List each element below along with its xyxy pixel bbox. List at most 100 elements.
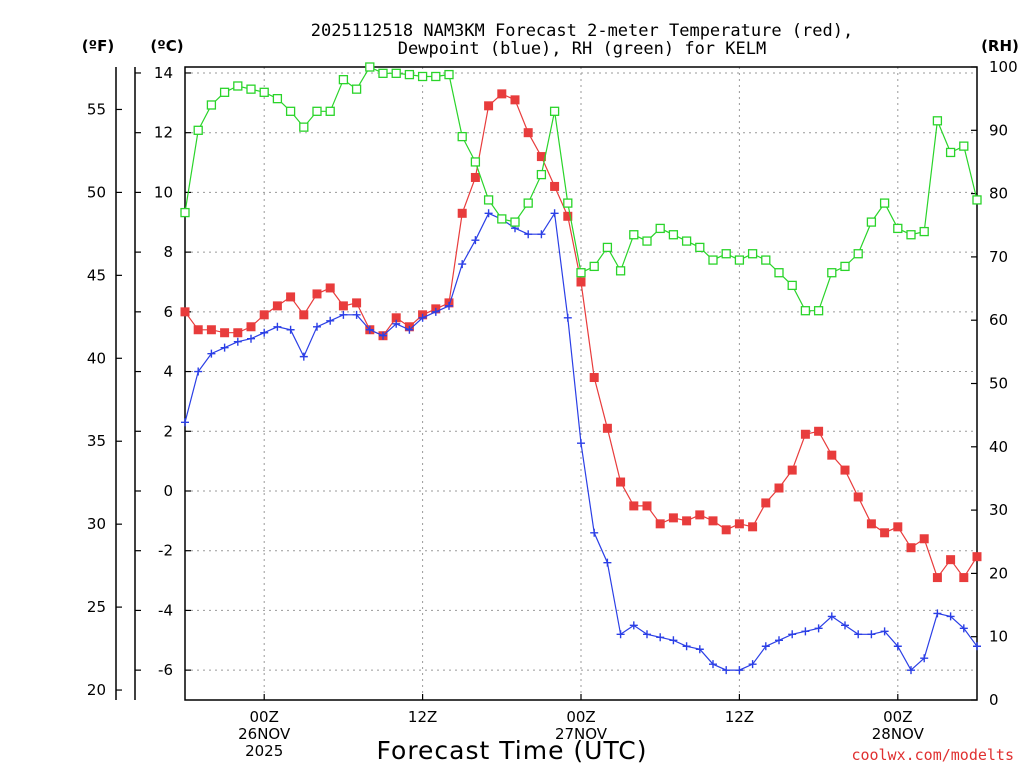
plot-frame xyxy=(184,66,978,701)
dewpoint-point xyxy=(405,325,414,334)
rh-unit-label: (RH) xyxy=(981,37,1019,55)
rh-tick-label: 20 xyxy=(989,564,1008,582)
rh-point xyxy=(827,268,837,278)
dewpoint-point xyxy=(893,642,902,651)
rh-tick-label: 30 xyxy=(989,501,1008,519)
dewpoint-point xyxy=(775,636,783,645)
temperature-point xyxy=(827,450,837,460)
temperature-point xyxy=(946,555,956,565)
x-tick-label: 00Z xyxy=(566,708,595,726)
rh-point xyxy=(945,147,956,158)
celsius-tick-label: 2 xyxy=(163,422,173,440)
rh-point xyxy=(206,100,217,110)
series-rh xyxy=(180,62,982,316)
rh-point xyxy=(629,230,639,240)
temperature-point xyxy=(233,328,243,338)
rh-point xyxy=(312,106,322,116)
celsius-tick-label: 14 xyxy=(154,64,173,82)
temperature-point xyxy=(325,283,335,293)
temperature-point xyxy=(286,292,296,302)
temperature-point xyxy=(972,552,982,562)
rh-point xyxy=(761,255,771,265)
celsius-tick-label: -6 xyxy=(158,661,173,679)
temperature-point xyxy=(299,310,309,320)
temperature-point xyxy=(470,172,480,182)
dewpoint-point xyxy=(445,301,453,310)
rh-point xyxy=(576,268,586,278)
dewpoint-point xyxy=(299,352,308,361)
rh-point xyxy=(906,230,916,240)
temperature-point xyxy=(642,501,652,511)
rh-tick-label: 90 xyxy=(989,121,1008,139)
dewpoint-point xyxy=(431,307,440,316)
rh-tick-label: 70 xyxy=(989,248,1008,266)
rh-point xyxy=(642,236,652,246)
dewpoint-point xyxy=(761,642,770,651)
dewpoint-point xyxy=(352,310,361,319)
rh-point xyxy=(932,116,943,126)
rh-point xyxy=(893,223,903,234)
rh-point xyxy=(510,217,520,227)
rh-point xyxy=(417,71,428,82)
celsius-tick-label: 6 xyxy=(163,303,173,321)
dewpoint-point xyxy=(788,630,797,639)
dewpoint-point xyxy=(313,322,321,331)
dewpoint-point xyxy=(656,633,665,642)
rh-point xyxy=(431,71,441,82)
x-tick-label: 26NOV xyxy=(238,725,291,743)
rh-point xyxy=(919,226,929,237)
rh-point xyxy=(325,106,335,116)
dewpoint-point xyxy=(841,621,849,630)
temperature-point xyxy=(616,477,626,487)
temperature-point xyxy=(655,519,665,529)
series-temperature xyxy=(180,89,982,583)
rh-point xyxy=(721,249,731,259)
grid-lines xyxy=(185,67,977,700)
rh-point xyxy=(497,214,507,224)
axes: 555045403530252014121086420-2-4-61009080… xyxy=(87,58,1018,760)
rh-point xyxy=(351,84,362,94)
x-tick-label: 00Z xyxy=(883,708,912,726)
temperature-point xyxy=(259,310,269,320)
temperature-point xyxy=(919,534,929,544)
dewpoint-point xyxy=(959,624,968,633)
rh-point xyxy=(523,198,533,208)
dewpoint-point xyxy=(590,528,599,537)
rh-tick-label: 40 xyxy=(989,438,1008,456)
chart-title-line-1: 2025112518 NAM3KM Forecast 2-meter Tempe… xyxy=(311,21,853,41)
dewpoint-point xyxy=(550,209,559,218)
dewpoint-point xyxy=(827,612,836,621)
chart-title-line-2: Dewpoint (blue), RH (green) for KELM xyxy=(398,39,766,59)
fahrenheit-tick-label: 50 xyxy=(87,183,106,201)
temperature-point xyxy=(338,301,348,311)
temperature-point xyxy=(695,510,705,520)
dewpoint-point xyxy=(484,209,493,218)
temperature-point xyxy=(523,128,533,138)
rh-point xyxy=(259,87,269,97)
dewpoint-point xyxy=(933,609,942,618)
temperature-point xyxy=(668,513,678,523)
temperature-point xyxy=(708,516,718,526)
dewpoint-point xyxy=(326,316,335,325)
dewpoint-point xyxy=(379,331,387,340)
temperature-point xyxy=(272,301,282,311)
dewpoint-point xyxy=(194,367,203,376)
dewpoint-point xyxy=(748,660,757,669)
temperature-point xyxy=(880,528,890,538)
temperature-point xyxy=(193,325,203,335)
rh-point xyxy=(378,68,388,78)
x-tick-label: 12Z xyxy=(408,708,437,726)
rh-point xyxy=(879,198,890,208)
dewpoint-point xyxy=(233,337,242,346)
dewpoint-point xyxy=(669,636,678,645)
dewpoint-point xyxy=(643,630,651,639)
temperature-point xyxy=(484,101,494,111)
temperature-point xyxy=(840,465,850,475)
temperature-point xyxy=(734,519,744,529)
temperature-point xyxy=(246,322,256,332)
temperature-point xyxy=(787,465,797,475)
rh-point xyxy=(404,69,415,80)
rh-point xyxy=(589,261,599,272)
temperature-point xyxy=(800,429,810,439)
